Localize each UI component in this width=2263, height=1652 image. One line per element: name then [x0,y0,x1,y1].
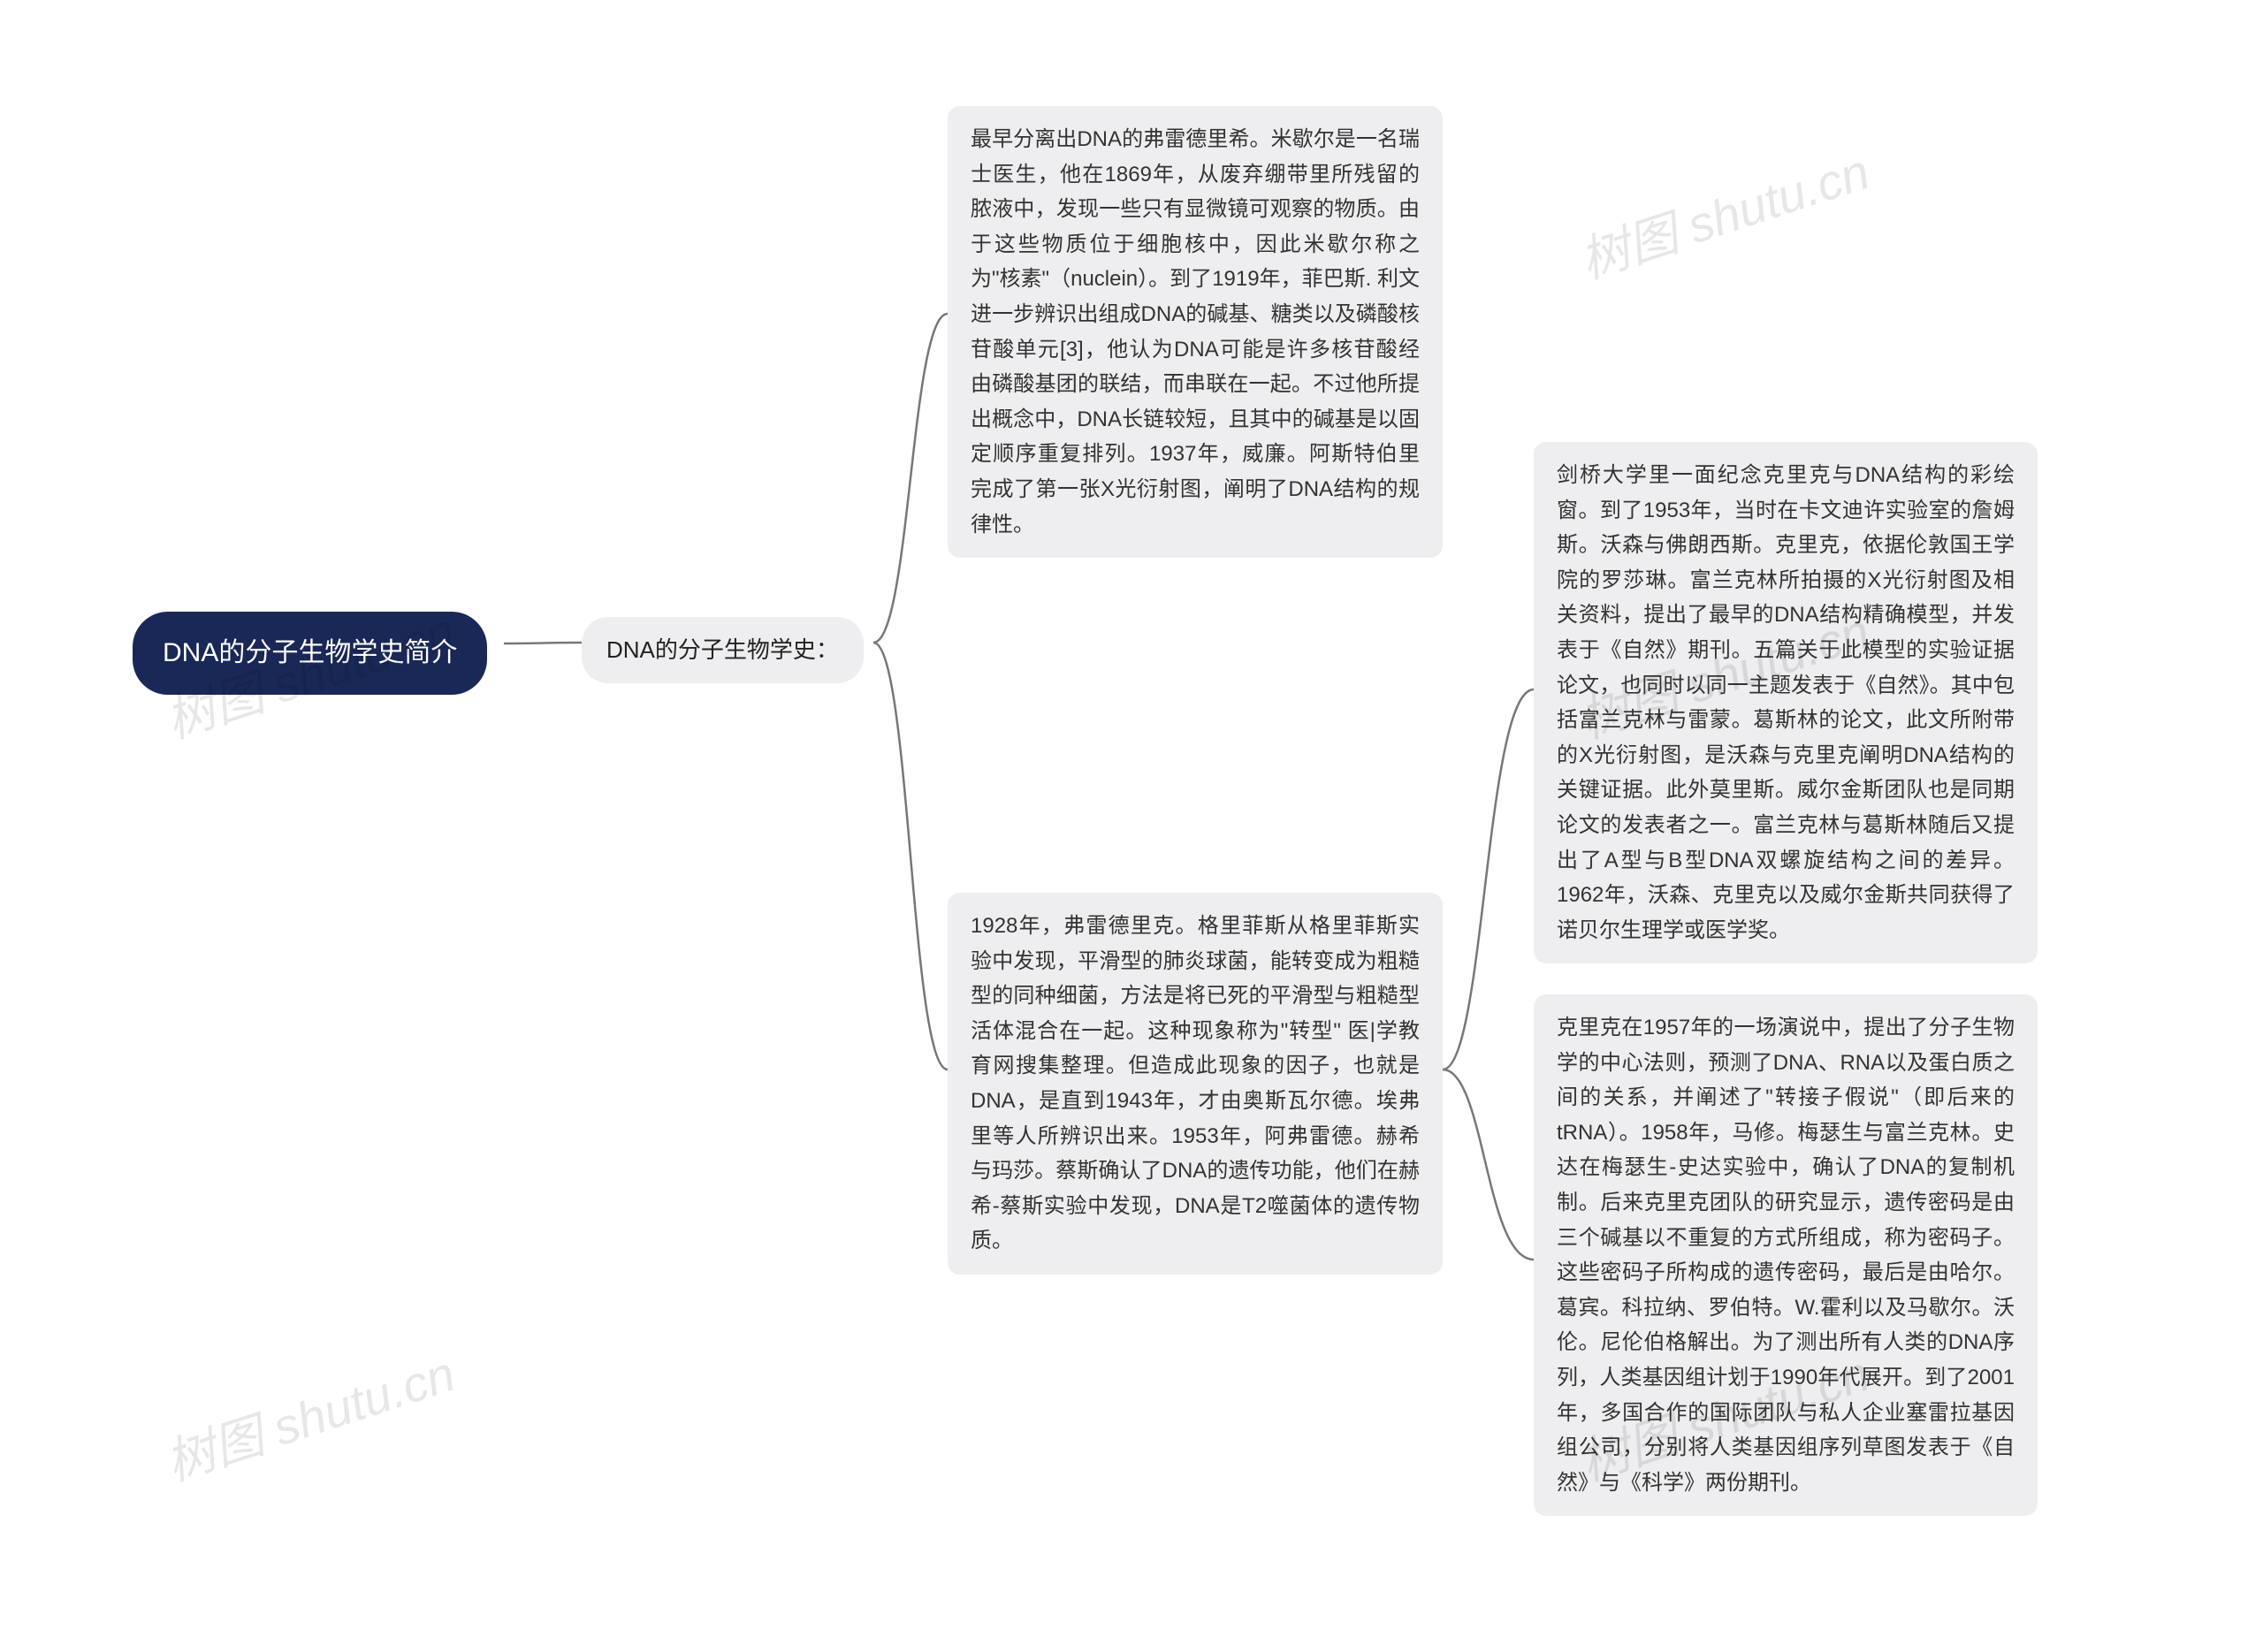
mindmap-leaf-2[interactable]: 1928年，弗雷德里克。格里菲斯从格里菲斯实验中发现，平滑型的肺炎球菌，能转变成… [948,893,1443,1275]
connector [1443,689,1534,1070]
mindmap-branch-history[interactable]: DNA的分子生物学史： [582,617,864,683]
connector [873,643,948,1070]
mindmap-root[interactable]: DNA的分子生物学史简介 [133,612,487,695]
mindmap-leaf-3[interactable]: 剑桥大学里一面纪念克里克与DNA结构的彩绘窗。到了1953年，当时在卡文迪许实验… [1534,442,2038,963]
connector [873,314,948,643]
connector [1443,1070,1534,1260]
watermark: 树图 shutu.cn [1570,133,1878,293]
watermark: 树图 shutu.cn [156,1335,463,1496]
mindmap-leaf-1[interactable]: 最早分离出DNA的弗雷德里希。米歇尔是一名瑞士医生，他在1869年，从废弃绷带里… [948,106,1443,558]
mindmap-leaf-4[interactable]: 克里克在1957年的一场演说中，提出了分子生物学的中心法则，预测了DNA、RNA… [1534,994,2038,1516]
